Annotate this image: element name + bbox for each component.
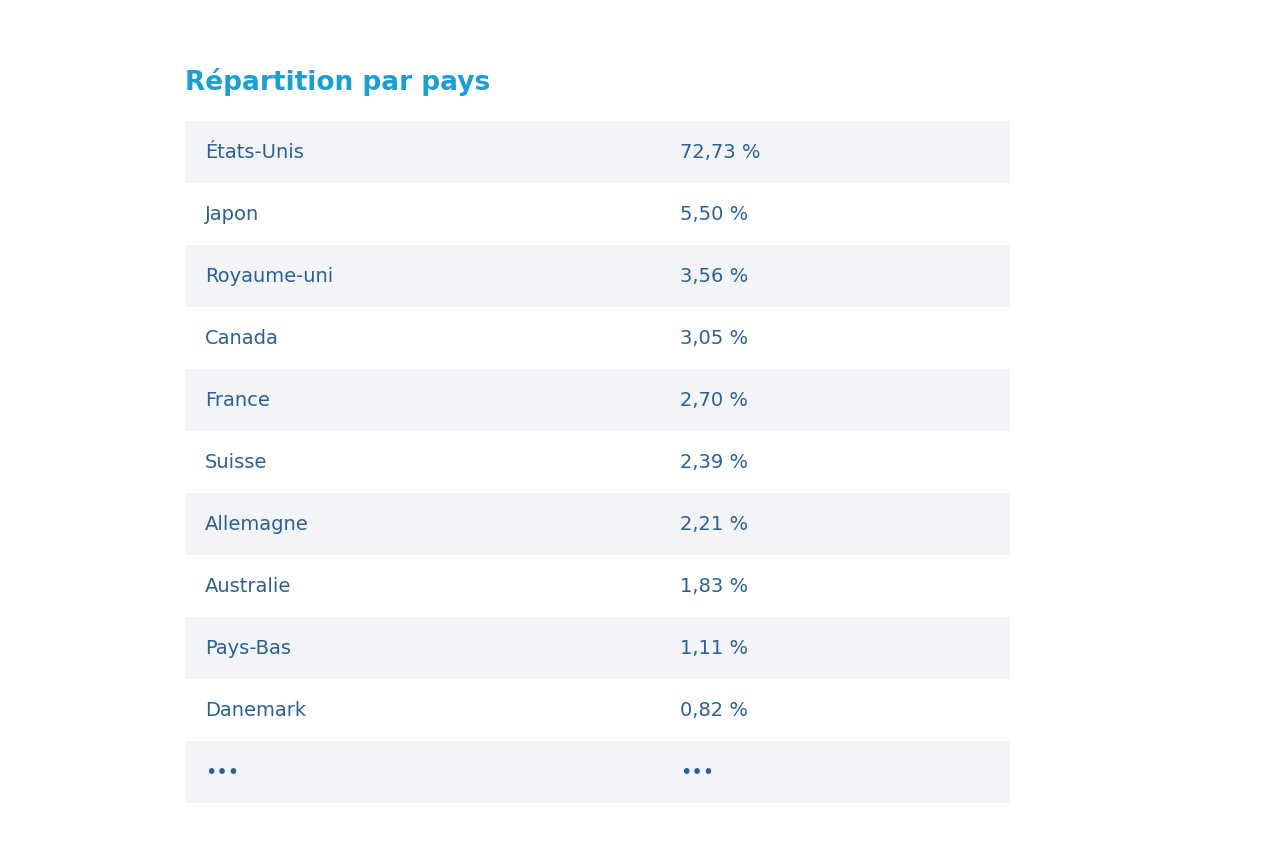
Text: États-Unis: États-Unis <box>205 143 303 162</box>
Text: 72,73 %: 72,73 % <box>680 143 760 162</box>
Bar <box>186 122 1010 183</box>
Bar <box>186 246 1010 308</box>
Bar <box>186 432 1010 493</box>
Text: 1,11 %: 1,11 % <box>680 639 748 658</box>
Text: Canada: Canada <box>205 329 279 348</box>
Bar <box>186 183 1010 246</box>
Text: Allemagne: Allemagne <box>205 515 308 534</box>
Text: Répartition par pays: Répartition par pays <box>186 68 490 96</box>
Text: 2,21 %: 2,21 % <box>680 515 748 534</box>
Text: France: France <box>205 391 270 410</box>
Text: Japon: Japon <box>205 206 260 224</box>
Text: 1,83 %: 1,83 % <box>680 577 748 595</box>
Bar <box>186 618 1010 679</box>
Bar <box>186 555 1010 618</box>
Bar <box>186 679 1010 741</box>
Text: Royaume-uni: Royaume-uni <box>205 267 333 286</box>
Text: Australie: Australie <box>205 577 292 595</box>
Bar <box>186 369 1010 432</box>
Bar <box>186 308 1010 369</box>
Text: 3,05 %: 3,05 % <box>680 329 748 348</box>
Text: •••: ••• <box>205 763 239 781</box>
Text: 3,56 %: 3,56 % <box>680 267 749 286</box>
Text: 2,39 %: 2,39 % <box>680 453 748 472</box>
Bar <box>186 493 1010 555</box>
Text: 0,82 %: 0,82 % <box>680 700 748 720</box>
Text: 2,70 %: 2,70 % <box>680 391 748 410</box>
Bar <box>186 741 1010 803</box>
Text: Pays-Bas: Pays-Bas <box>205 639 291 658</box>
Text: Suisse: Suisse <box>205 453 268 472</box>
Text: •••: ••• <box>680 763 714 781</box>
Text: Danemark: Danemark <box>205 700 306 720</box>
Text: 5,50 %: 5,50 % <box>680 206 749 224</box>
